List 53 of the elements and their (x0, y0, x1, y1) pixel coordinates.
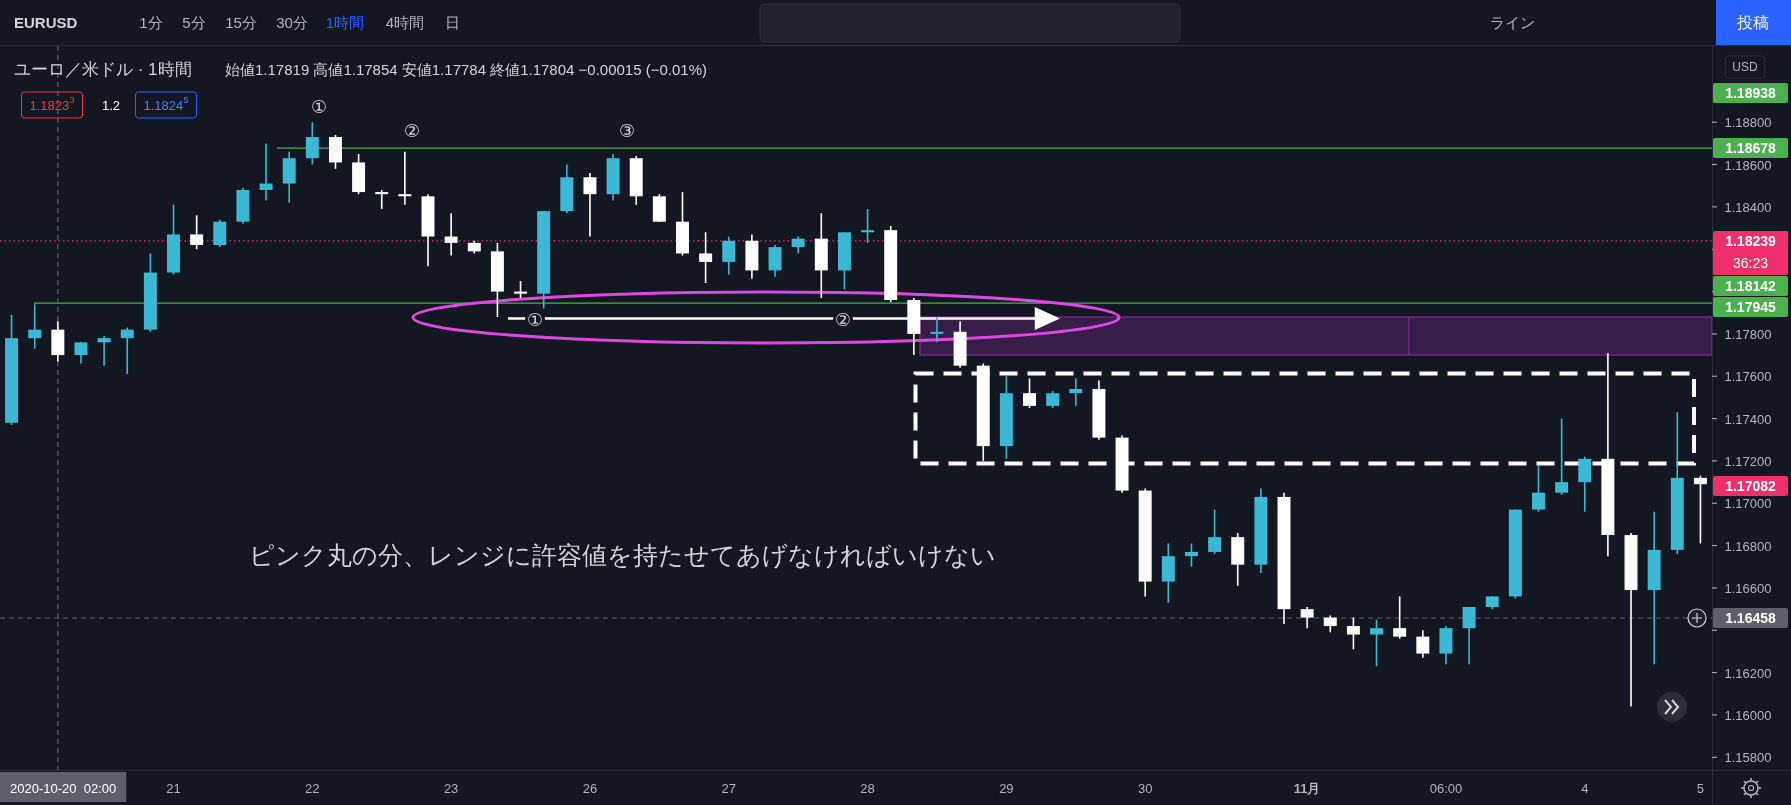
toolbar: EURUSD 1分 5分 15分 30分 1時間 4時間 日 ライン 投稿 (0, 0, 1791, 46)
x-tick-label: 27 (721, 780, 736, 796)
x-tick-label: 29 (999, 780, 1014, 796)
annotation: ② (403, 119, 421, 141)
x-tick-label: 28 (860, 780, 875, 796)
annotation: 1.2 (101, 97, 121, 113)
x-tick-label: 06:00 (1429, 780, 1463, 796)
annotation: 1.1824$^{5}$ (143, 95, 189, 113)
x-tick-label: 26 (582, 780, 598, 796)
text: ユーロ／米ドル · 1時間 (14, 59, 192, 79)
button: 1.1824$^{5}$ (135, 91, 197, 119)
ref-line-label: 1.17945 (1725, 298, 1777, 315)
x-tick-label: 21 (166, 780, 181, 796)
button: 投稿 (1716, 0, 1791, 45)
annotation: ③ (618, 119, 636, 141)
price-tag: 1.18938 (1713, 83, 1788, 103)
y-tick-label: 1.16200 (1724, 665, 1772, 681)
annotation: 1.1823$^{3}$ (29, 95, 75, 113)
y-tick-label: 1.15800 (1724, 749, 1772, 765)
y-tick-label: 1.17400 (1724, 411, 1772, 427)
annotation: ② (834, 308, 852, 330)
y-tick-label: 1.17000 (1724, 495, 1772, 511)
y-tick-label: 1.17200 (1724, 453, 1772, 469)
y-tick-label: 1.16800 (1724, 538, 1772, 554)
price-tag: 1.18142 (1713, 275, 1788, 296)
annotation: ① (526, 308, 544, 330)
price-tag: 1.17945 (1713, 296, 1788, 317)
x-tick-label: 5 (1696, 780, 1705, 796)
annotation: ピンク丸の分、レンジに許容値を持たせてあげなければいけない (249, 541, 996, 569)
x-tick-label: 30 (1137, 780, 1153, 796)
y-tick-label: 1.18800 (1724, 114, 1772, 130)
ref-line-label: 1.18678 (1725, 140, 1777, 157)
y-tick-label: 1.16600 (1724, 580, 1772, 596)
x-tick-label: 22 (305, 780, 320, 796)
x-tick-label: 4 (1581, 780, 1589, 796)
price-tag: 1.16458 (1713, 608, 1788, 628)
y-tick-label: 1.17600 (1724, 368, 1772, 384)
ref-line-label: 1.18239 (1725, 232, 1777, 249)
price-tag: 1.17082 (1713, 476, 1788, 496)
y-tick-label: 1.17800 (1724, 326, 1772, 342)
price-tag: 1.18239 36:23 (1713, 230, 1788, 275)
y-axis-title: USD (1732, 60, 1758, 74)
button: 1.1823$^{3}$ (21, 91, 83, 119)
x-tick-label: 23 (443, 780, 459, 796)
annotation: ① (310, 95, 328, 117)
ref-line-label: 1.16458 (1725, 610, 1777, 626)
x-tick-label: 11月 (1293, 780, 1321, 796)
y-tick-label: 1.18400 (1724, 199, 1772, 215)
price-tag: 1.18678 (1713, 138, 1788, 159)
y-tick-label: 1.18600 (1724, 157, 1772, 173)
text: 始値1.17819 高値1.17854 安値1.17784 終値1.17804 −0.00015 (−0.01%) (225, 60, 707, 78)
y-tick-label: 1.16000 (1724, 707, 1772, 723)
x-tick-label: 2020-10-20 02:00 (10, 780, 117, 796)
